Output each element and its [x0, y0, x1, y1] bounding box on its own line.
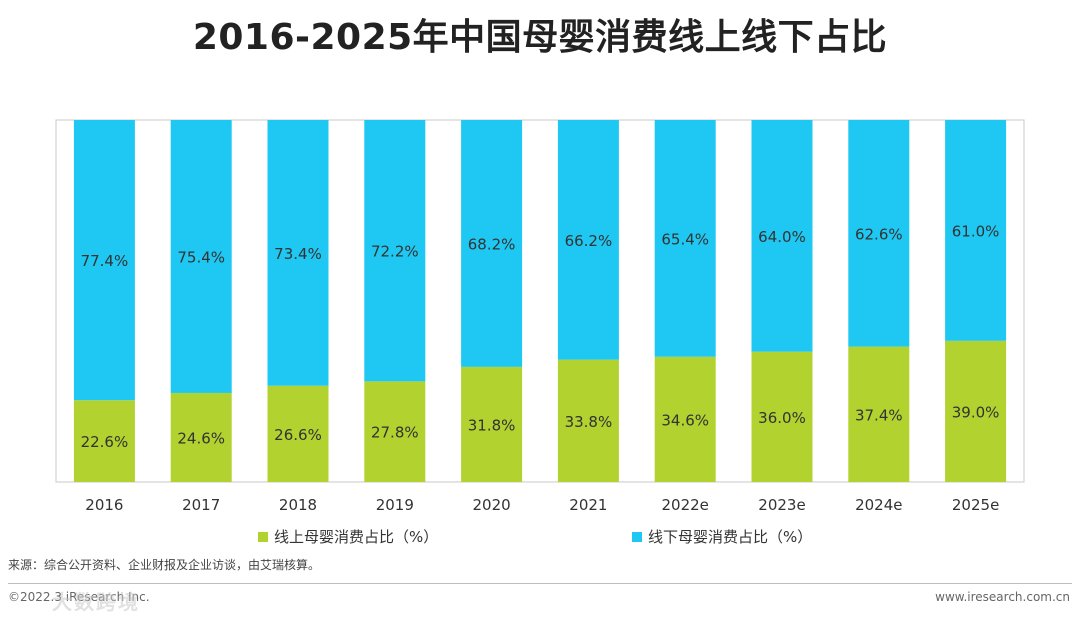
source-note: 来源：综合公开资料、企业财报及企业访谈，由艾瑞核算。: [8, 558, 321, 572]
footer-divider: [8, 583, 1072, 584]
bar-offline-2018: [267, 120, 329, 386]
bar-offline-2024e: [848, 120, 910, 347]
bar-online-2024e: [848, 346, 910, 482]
data-label-offline-2024e: 62.6%: [855, 225, 903, 243]
bar-offline-2016: [73, 120, 135, 401]
bar-offline-2023e: [751, 120, 813, 352]
data-label-online-2018: 26.6%: [274, 426, 322, 444]
bar-online-2019: [364, 381, 426, 482]
bar-offline-2020: [461, 120, 523, 367]
bar-offline-2019: [364, 120, 426, 382]
data-label-online-2020: 31.8%: [468, 416, 516, 434]
x-tick-label-2021: 2021: [569, 496, 607, 514]
data-label-online-2023e: 36.0%: [758, 409, 806, 427]
data-label-online-2022e: 34.6%: [661, 411, 709, 429]
bar-online-2017: [170, 392, 232, 482]
chart-title: 2016-2025年中国母婴消费线上线下占比: [192, 17, 888, 58]
data-label-online-2016: 22.6%: [81, 433, 129, 451]
bar-online-2022e: [654, 356, 716, 482]
data-label-offline-2022e: 65.4%: [661, 230, 709, 248]
x-tick-label-2020: 2020: [473, 496, 511, 514]
x-tick-label-2019: 2019: [376, 496, 414, 514]
legend-swatch-online: [258, 532, 268, 542]
data-label-online-2025e: 39.0%: [952, 403, 1000, 421]
copyright: ©2022.3 iResearch Inc.: [8, 590, 150, 604]
x-tick-label-2025e: 2025e: [952, 496, 999, 514]
x-tick-label-2024e: 2024e: [855, 496, 902, 514]
data-label-offline-2021: 66.2%: [565, 232, 613, 250]
data-label-online-2024e: 37.4%: [855, 406, 903, 424]
x-tick-label-2016: 2016: [85, 496, 123, 514]
stacked-bar-chart: 22.6% 77.4% 2016 24.6% 75.4% 2017 26.6% 73.4% 20…: [55, 119, 1025, 546]
bar-online-2020: [461, 366, 523, 482]
x-tick-label-2023e: 2023e: [758, 496, 805, 514]
website: www.iresearch.com.cn: [935, 590, 1070, 604]
bar-offline-2025e: [945, 120, 1007, 341]
legend-label-offline: 线下母婴消费占比（%）: [648, 528, 812, 546]
bar-online-2021: [557, 359, 619, 482]
legend-label-online: 线上母婴消费占比（%）: [274, 528, 438, 546]
data-label-online-2017: 24.6%: [177, 429, 225, 447]
data-label-online-2021: 33.8%: [565, 413, 613, 431]
bar-offline-2022e: [654, 120, 716, 357]
bar-online-2016: [73, 400, 135, 482]
data-label-offline-2023e: 64.0%: [758, 228, 806, 246]
watermark: 大数跨境: [52, 590, 140, 614]
x-tick-label-2018: 2018: [279, 496, 317, 514]
plot-frame: [55, 119, 1025, 483]
data-label-offline-2017: 75.4%: [177, 248, 225, 266]
bar-online-2023e: [751, 351, 813, 482]
bar-online-2025e: [945, 340, 1007, 482]
data-label-offline-2018: 73.4%: [274, 245, 322, 263]
bar-online-2018: [267, 385, 329, 482]
bar-offline-2021: [557, 120, 619, 360]
data-label-offline-2025e: 61.0%: [952, 222, 1000, 240]
data-label-online-2019: 27.8%: [371, 424, 419, 442]
bar-offline-2017: [170, 120, 232, 393]
data-label-offline-2016: 77.4%: [81, 252, 129, 270]
x-tick-label-2017: 2017: [182, 496, 220, 514]
data-label-offline-2020: 68.2%: [468, 235, 516, 253]
x-tick-label-2022e: 2022e: [661, 496, 708, 514]
data-label-offline-2019: 72.2%: [371, 243, 419, 261]
legend-swatch-offline: [632, 532, 642, 542]
